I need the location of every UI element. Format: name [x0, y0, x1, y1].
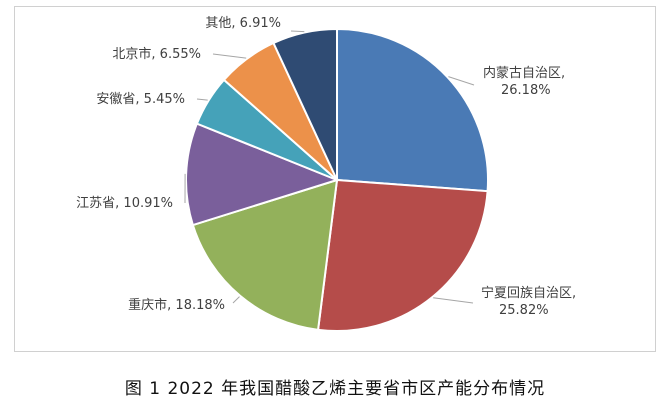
- slice-labels: 内蒙古自治区, 26.18% 宁夏回族自治区, 25.82% 重庆市, 18.18% 江苏…: [76, 16, 576, 318]
- pie-slice: [336, 27, 489, 193]
- slice-label-line: 宁夏回族自治区,: [481, 285, 576, 301]
- slice-label-line: 26.18%: [501, 83, 551, 98]
- chart-frame: 内蒙古自治区, 26.18% 宁夏回族自治区, 25.82% 重庆市, 18.18% 江苏…: [14, 6, 656, 352]
- slice-label: 其他, 6.91%: [205, 16, 281, 31]
- slice-label-line: 安徽省, 5.45%: [96, 92, 185, 107]
- slice-label-line: 北京市, 6.55%: [112, 46, 201, 62]
- slice-label: 北京市, 6.55%: [112, 46, 201, 62]
- pie-chart: 内蒙古自治区, 26.18% 宁夏回族自治区, 25.82% 重庆市, 18.18% 江苏…: [76, 16, 576, 332]
- slice-label: 内蒙古自治区, 26.18%: [483, 65, 565, 98]
- slice-label-line: 其他, 6.91%: [205, 16, 281, 31]
- pie-slice: [272, 27, 338, 181]
- leader-line: [212, 53, 247, 59]
- leader-line: [290, 30, 305, 33]
- slice-label-line: 内蒙古自治区,: [483, 65, 565, 81]
- slice-label: 宁夏回族自治区, 25.82%: [481, 285, 576, 318]
- figure-caption: 图 1 2022 年我国醋酸乙烯主要省市区产能分布情况: [124, 379, 546, 399]
- pie-slices: [185, 27, 489, 332]
- leader-line: [232, 296, 240, 304]
- slice-label: 江苏省, 10.91%: [76, 195, 173, 211]
- slice-label-line: 25.82%: [499, 303, 549, 318]
- leader-line: [433, 297, 474, 304]
- pie-slice: [185, 122, 340, 227]
- slice-label-line: 江苏省, 10.91%: [76, 195, 173, 211]
- slice-label-line: 重庆市, 18.18%: [128, 297, 225, 313]
- leader-line: [196, 98, 208, 101]
- leader-lines: [184, 30, 475, 304]
- pie-slice: [191, 178, 339, 331]
- pie-slice: [316, 178, 489, 332]
- leader-line: [448, 76, 475, 86]
- slice-label: 安徽省, 5.45%: [96, 92, 185, 107]
- slice-label: 重庆市, 18.18%: [128, 297, 225, 313]
